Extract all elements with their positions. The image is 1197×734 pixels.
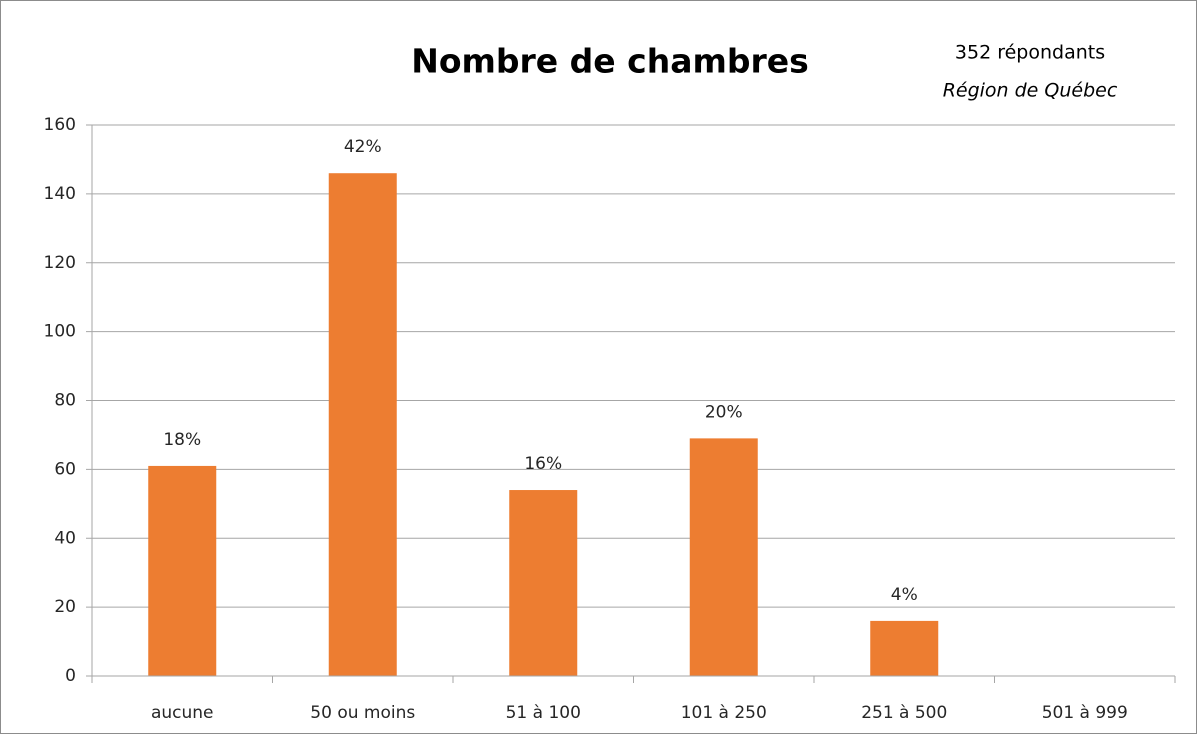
- y-tick-label: 100: [44, 322, 76, 342]
- bar: [328, 173, 397, 676]
- annotation: 352 répondants: [955, 42, 1105, 64]
- data-label: 42%: [344, 137, 382, 157]
- x-tick-label: 251 à 500: [861, 703, 947, 723]
- annotation: Région de Québec: [943, 80, 1118, 102]
- data-label: 18%: [163, 430, 201, 450]
- y-tick-label: 160: [44, 115, 76, 135]
- x-tick-label: aucune: [151, 703, 214, 723]
- bar: [870, 620, 939, 676]
- chart-title: Nombre de chambres: [411, 42, 809, 81]
- y-tick-label: 140: [44, 184, 76, 204]
- x-tick-label: 101 à 250: [681, 703, 767, 723]
- y-tick-label: 20: [54, 597, 76, 617]
- x-tick-label: 51 à 100: [506, 703, 581, 723]
- y-tick-label: 40: [54, 528, 76, 548]
- data-label: 4%: [891, 585, 918, 605]
- y-tick-label: 80: [54, 391, 76, 411]
- y-tick-label: 120: [44, 253, 76, 273]
- y-tick-label: 0: [65, 666, 76, 686]
- y-tick-label: 60: [54, 459, 76, 479]
- bar: [148, 465, 217, 676]
- data-label: 20%: [705, 402, 743, 422]
- x-tick-label: 50 ou moins: [310, 703, 415, 723]
- data-label: 16%: [524, 454, 562, 474]
- bar: [509, 490, 578, 676]
- x-tick-label: 501 à 999: [1042, 703, 1128, 723]
- bar: [689, 438, 758, 676]
